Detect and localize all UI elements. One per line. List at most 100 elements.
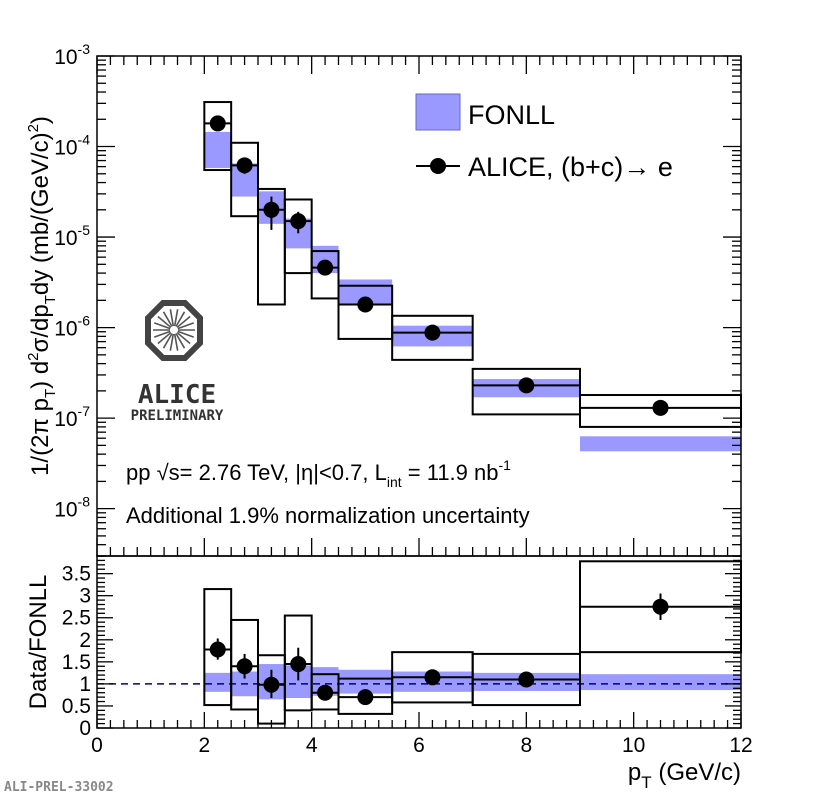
logo-ray: [153, 322, 171, 330]
logo-ray: [157, 331, 172, 345]
logo-ray: [177, 322, 195, 330]
tick-base: 10: [54, 408, 77, 431]
tick-base: 10: [54, 227, 77, 250]
ratio-band-bin-8: [580, 674, 741, 691]
ratio-point-7: [518, 671, 535, 688]
xtick-label-0: 0: [91, 734, 103, 757]
alice-logo-title: ALICE: [138, 380, 216, 410]
tick-exponent: -7: [78, 403, 91, 419]
sys-box-6: [391, 314, 474, 361]
ratio-point-1: [236, 658, 253, 675]
sys-box-7: [471, 367, 581, 416]
alice-logo-octagon: [145, 300, 203, 361]
tick-exponent: -8: [78, 494, 91, 510]
bottom-ytick-label-1: 0.5: [62, 695, 91, 718]
top-axis-ticks: [96, 55, 742, 557]
ratio-point-3: [290, 656, 307, 673]
data-point-3: [290, 213, 307, 230]
bottom-y-tick-labels: 00.511.522.533.5: [62, 563, 91, 740]
tick-exponent: -5: [78, 222, 91, 238]
sys-box-3: [283, 198, 313, 275]
bottom-ytick-label-3: 1.5: [62, 651, 91, 674]
logo-ray: [175, 311, 186, 327]
tick-base: 10: [54, 137, 77, 160]
annotation-collision-info: pp √s= 2.76 TeV, |η|<0.7, Lint = 11.9 nb…: [126, 457, 511, 490]
logo-ray: [169, 333, 175, 351]
xtick-label-2: 4: [306, 734, 318, 757]
fonll-band-bin-0: [204, 131, 232, 168]
xtick-label-3: 6: [413, 734, 425, 757]
data-point-7: [518, 377, 535, 394]
tick-base: 10: [54, 318, 77, 341]
logo-ray: [153, 330, 171, 338]
top-systematic-boxes: [203, 101, 742, 428]
fonll-band-bin-8: [580, 436, 741, 452]
data-point-5: [357, 296, 374, 313]
ratio-point-2: [263, 676, 280, 693]
top-y-tick-labels: 10-810-710-610-510-410-3: [54, 41, 90, 522]
tick-exponent: -4: [78, 132, 91, 148]
legend: FONLL ALICE, (b+c)→ e: [415, 93, 673, 182]
x-axis-title: pT (GeV/c): [628, 759, 741, 792]
data-point-6: [424, 324, 441, 341]
xtick-label-1: 2: [198, 734, 210, 757]
logo-ray: [162, 333, 173, 349]
bottom-ytick-label-7: 3.5: [62, 563, 91, 586]
bottom-ytick-label-6: 3: [79, 585, 91, 608]
sys-box-4: [310, 250, 340, 300]
ratio-point-0: [209, 641, 226, 658]
xtick-label-6: 12: [729, 734, 752, 757]
figure-tag: ALI-PREL-33002: [4, 780, 114, 795]
xtick-label-4: 8: [520, 734, 532, 757]
ratio-point-5: [357, 689, 374, 706]
logo-ray: [162, 311, 173, 327]
top-data-points: [204, 115, 741, 416]
top-ytick-label-3: 10-5: [54, 222, 90, 250]
logo-ray: [169, 309, 175, 327]
bottom-data-points: [204, 593, 741, 706]
ratio-band-bin-0: [204, 672, 232, 692]
sys-box-5: [337, 284, 394, 340]
xtick-label-5: 10: [622, 734, 645, 757]
bottom-ytick-label-5: 2.5: [62, 607, 91, 630]
sys-box-1: [230, 141, 260, 218]
bottom-systematic-boxes: [203, 560, 742, 725]
alice-logo: ALICE PRELIMINARY: [131, 300, 224, 424]
tick-exponent: -6: [78, 313, 91, 329]
bottom-ytick-label-2: 1: [79, 673, 91, 696]
ratio-point-8: [652, 598, 669, 615]
bottom-y-axis-title: Data/FONLL: [25, 575, 52, 710]
tick-base: 10: [54, 499, 77, 522]
logo-ray: [177, 330, 195, 338]
alice-logo-subtitle: PRELIMINARY: [131, 408, 224, 424]
ratio-sys-box-3: [283, 614, 313, 712]
top-ytick-label-4: 10-4: [54, 132, 90, 160]
legend-alice-label: ALICE, (b+c)→ e: [468, 152, 673, 182]
data-point-8: [652, 399, 669, 416]
ratio-band-bin-5: [338, 669, 393, 694]
logo-ray: [175, 333, 186, 349]
data-point-0: [209, 115, 226, 132]
legend-alice-marker: [430, 158, 446, 174]
tick-exponent: -3: [78, 41, 91, 57]
alice-logo-starburst: [153, 309, 195, 351]
sys-box-0: [203, 101, 233, 172]
bottom-axis-ticks: [96, 555, 742, 729]
top-y-axis-title: 1/(2π pT) d2σ/dpTdy (mb/(GeV/c)2): [25, 116, 59, 476]
tick-base: 10: [54, 46, 77, 69]
bottom-ytick-label-0: 0: [79, 717, 91, 740]
top-ytick-label-5: 10-3: [54, 41, 90, 69]
top-ytick-label-1: 10-7: [54, 403, 90, 431]
data-point-1: [236, 157, 253, 174]
logo-ray: [173, 333, 179, 351]
legend-fonll-label: FONLL: [468, 100, 555, 130]
legend-fonll-swatch: [415, 93, 461, 131]
x-tick-labels: 0 2 4 6 8 10 12: [91, 734, 753, 757]
bottom-ytick-label-4: 2: [79, 629, 91, 652]
top-ytick-label-0: 10-8: [54, 494, 90, 522]
logo-ray: [157, 315, 172, 329]
ratio-point-4: [317, 684, 334, 701]
logo-ray: [176, 315, 191, 329]
top-ytick-label-2: 10-6: [54, 313, 90, 341]
